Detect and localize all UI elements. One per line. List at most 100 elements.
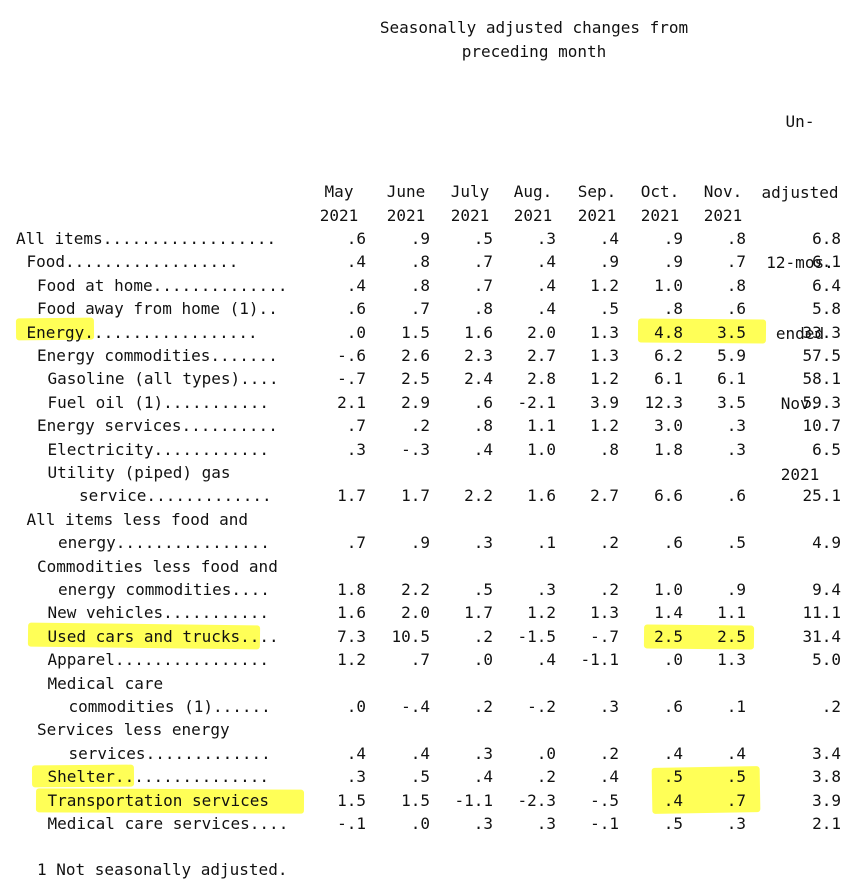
row-label: Food at home.............. [37,275,288,295]
table-cell: 59.3 [802,392,841,412]
table-cell: .4 [663,743,683,763]
table-cell: 1.5 [337,790,366,810]
table-cell: 2.0 [401,603,430,623]
table-cell: .4 [410,743,430,763]
col-header-sep: Sep. 2021 [577,182,617,225]
table-cell: 3.5 [717,322,746,342]
row-label: All items.................. [16,229,277,248]
table-cell: 6.1 [717,369,746,389]
table-cell: .4 [536,252,556,272]
table-cell: -1.1 [580,650,619,670]
table-cell: 2.1 [812,814,841,833]
table-cell: .7 [726,790,746,810]
table-cell: 1.0 [527,439,556,459]
row-label: Apparel................ [47,650,270,670]
table-cell: 11.1 [802,603,841,623]
table-cell: .4 [663,790,683,810]
col-header-june: June 2021 [386,182,426,225]
table-cell: 1.3 [590,346,619,365]
table-cell: 2.3 [464,346,493,365]
table-cell: .5 [410,767,430,787]
table-cell: -.6 [337,346,366,365]
row-label: Energy commodities....... [37,346,278,365]
table-cell: 2.7 [590,486,619,506]
row-label: Shelter................ [47,767,270,787]
table-cell: 2.5 [401,369,430,389]
table-cell: .8 [726,275,746,295]
table-cell: .9 [726,580,746,599]
table-cell: .4 [536,275,556,295]
col-header-oct: Oct. 2021 [640,182,680,225]
table-cell: .5 [473,580,493,599]
row-label: Used cars and trucks.... [47,626,279,646]
table-cell: -.7 [337,369,366,389]
table-cell: 2.6 [401,346,430,365]
table-cell: -.2 [527,697,556,716]
row-label: Energy services.......... [37,416,278,436]
table-cell: 2.0 [527,322,556,342]
table-cell: 1.8 [654,439,683,459]
table-cell: .0 [473,650,493,670]
table-cell: 1.2 [590,416,619,436]
table-cell: -.4 [401,697,430,716]
table-cell: .8 [726,229,746,248]
table-cell: 9.4 [812,580,841,599]
row-label: Food.................. [26,252,239,272]
table-cell: .9 [663,252,683,272]
table-cell: 6.8 [812,229,841,248]
footnote: 1 Not seasonally adjusted. [37,860,288,879]
table-cell: 58.1 [802,369,841,389]
table-cell: -.3 [401,439,430,459]
table-cell: .6 [473,392,493,412]
table-cell: .3 [726,416,746,436]
table-cell: 2.7 [527,346,556,365]
table-cell: 5.9 [717,346,746,365]
table-cell: 1.0 [654,275,683,295]
table-cell: .9 [410,229,430,248]
table-cell: 1.1 [527,416,556,436]
table-cell: .0 [663,650,683,670]
table-cell: .4 [726,743,746,763]
row-label: Energy.................. [26,322,258,342]
table-cell: .7 [346,533,366,553]
table-cell: .2 [599,580,619,599]
table-cell: .9 [663,229,683,248]
table-cell: 1.7 [337,486,366,506]
table-cell: 1.2 [590,275,619,295]
table-cell: .6 [726,299,746,319]
table-cell: .5 [599,299,619,319]
table-cell: .8 [599,439,619,459]
table-cell: 1.4 [654,603,683,623]
table-cell: 3.0 [654,416,683,436]
row-label: energy commodities.... [58,580,270,599]
table-cell: .6 [663,533,683,553]
table-cell: .3 [726,814,746,833]
table-cell: .8 [663,299,683,319]
table-cell: .8 [473,416,493,436]
table-cell: 10.5 [391,626,430,646]
col-header-nov: Nov. 2021 [703,182,743,225]
table-cell: .3 [473,533,493,553]
table-cell: .0 [410,814,430,833]
table-cell: .8 [473,299,493,319]
table-cell: 1.1 [717,603,746,623]
table-cell: 2.5 [654,626,683,646]
table-cell: .9 [410,533,430,553]
table-cell: .5 [663,767,683,787]
table-cell: 31.4 [802,626,841,646]
table-cell: .6 [346,229,366,248]
table-cell: 1.7 [464,603,493,623]
table-cell: -.5 [590,790,619,810]
col-header-aug: Aug. 2021 [513,182,553,225]
table-cell: 25.1 [802,486,841,506]
table-cell: 2.8 [527,369,556,389]
table-cell: .3 [599,697,619,716]
table-title-line-1: Seasonally adjusted changes from [379,18,689,37]
table-cell: .5 [726,533,746,553]
row-label: Services less energy [37,720,230,740]
table-cell: 2.9 [401,392,430,412]
table-cell: 2.4 [464,369,493,389]
table-cell: -1.1 [454,790,493,810]
table-cell: .7 [410,650,430,670]
table-cell: 1.8 [337,580,366,599]
